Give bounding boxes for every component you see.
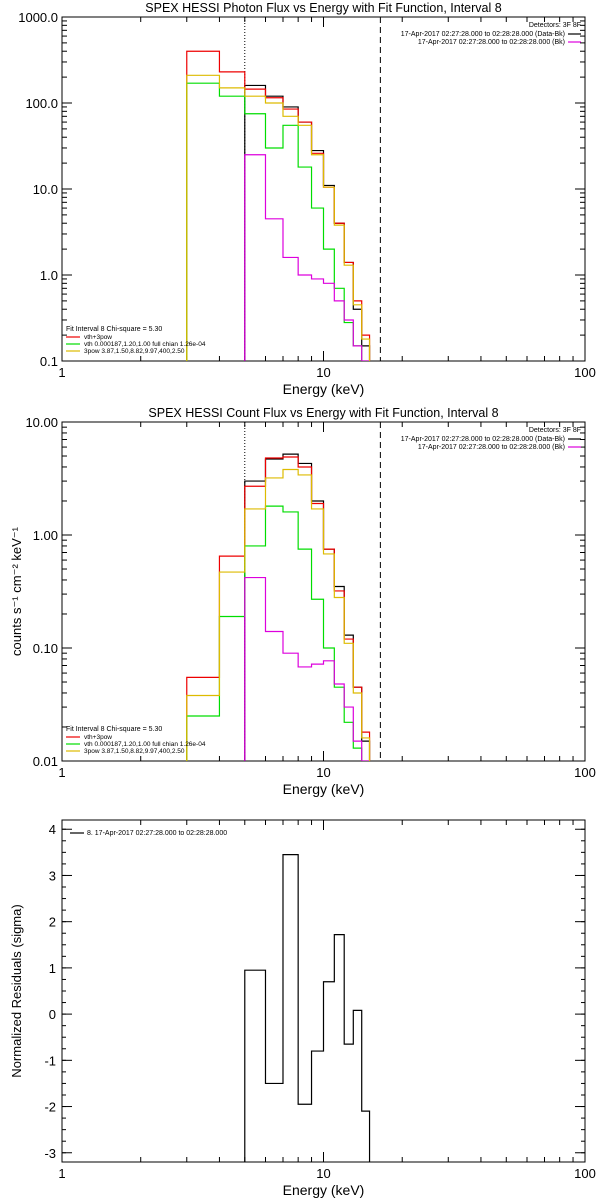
legend-header: Fit Interval 8 Chi-square = 5.30	[66, 326, 162, 333]
y-tick-label: -1	[44, 1053, 56, 1068]
series-line-2	[186, 456, 371, 761]
y-tick-label: 0.1	[40, 354, 58, 369]
y-tick-label: 0.10	[33, 641, 58, 656]
legend-entry: vth+3pow	[84, 334, 112, 341]
y-tick-label: 1000.0	[18, 10, 58, 25]
legend-header: Fit Interval 8 Chi-square = 5.30	[66, 726, 162, 733]
chart-panel-3: 1 10 100 -3 -2 -1 0 1 2 3 4 Energy (keV) Normalized …	[9, 819, 596, 1198]
x-tick-label: 1	[58, 765, 65, 780]
chart-panel-1: 1 10 100 0.1 1.0 10.0 100.0 1000.0 SPEX HESSI Ph…	[18, 1, 596, 397]
x-axis-label: Energy (keV)	[283, 381, 365, 397]
legend-entry: vth+3pow	[84, 734, 112, 741]
legend-entry: 17-Apr-2017 02:27:28.000 to 02:28:28.000…	[401, 436, 565, 443]
chart-title: SPEX HESSI Count Flux vs Energy with Fit…	[148, 406, 498, 420]
y-tick-label: 2	[49, 915, 56, 930]
y-tick-label: 1.00	[33, 528, 58, 543]
x-axis-label: Energy (keV)	[283, 781, 365, 797]
y-tick-label: 100.0	[25, 96, 58, 111]
legend-entry: 17-Apr-2017 02:27:28.000 to 02:28:28.000…	[418, 39, 565, 46]
series-line-2	[186, 50, 371, 361]
chart-title: SPEX HESSI Photon Flux vs Energy with Fi…	[145, 1, 501, 15]
y-tick-label: -2	[44, 1100, 56, 1115]
y-tick-label: 4	[49, 822, 56, 837]
legend-entry: vth 0.000187,1.20,1.00 full chian 1.26e-…	[84, 741, 206, 748]
series-line-1	[244, 84, 371, 361]
x-tick-label: 100	[574, 765, 596, 780]
series-line-4	[244, 576, 371, 761]
y-tick-label: 0.01	[33, 754, 58, 769]
y-tick-label: 0	[49, 1007, 56, 1022]
series-line-5	[186, 468, 371, 761]
y-tick-label: -3	[44, 1146, 56, 1161]
series-line-1	[244, 453, 371, 761]
x-tick-label: 10	[316, 765, 330, 780]
chart-panel-2: 1 10 100 0.01 0.10 1.00 10.00 SPEX HESSI Count …	[9, 406, 596, 797]
x-tick-label: 10	[316, 365, 330, 380]
series-line-5	[186, 74, 371, 361]
y-tick-label: 10.00	[25, 415, 58, 430]
legend-header: Detectors: 3F 8F	[529, 22, 581, 29]
legend-entry: 3pow 3.87,1.50,8.82,9.97,400,2.50	[84, 348, 185, 355]
legend-entry: 8. 17-Apr-2017 02:27:28.000 to 02:28:28.…	[87, 830, 227, 837]
x-tick-label: 1	[58, 1166, 65, 1181]
x-axis-label: Energy (keV)	[283, 1182, 365, 1198]
y-tick-label: 10.0	[33, 182, 58, 197]
y-axis-label: counts s⁻¹ cm⁻² keV⁻¹	[9, 526, 24, 656]
y-tick-label: 1.0	[40, 268, 58, 283]
legend-entry: 3pow 3.87,1.50,8.82,9.97,400,2.50	[84, 748, 185, 755]
x-tick-label: 100	[574, 1166, 596, 1181]
y-tick-label: 3	[49, 868, 56, 883]
series-line-4	[244, 154, 371, 361]
series-line-3	[186, 505, 371, 761]
legend-entry: vth 0.000187,1.20,1.00 full chian 1.26e-…	[84, 341, 206, 348]
series-line-1	[244, 854, 371, 1162]
x-tick-label: 1	[58, 365, 65, 380]
legend-entry: 17-Apr-2017 02:27:28.000 to 02:28:28.000…	[418, 444, 565, 451]
y-axis-label: Normalized Residuals (sigma)	[9, 904, 24, 1077]
legend-entry: 17-Apr-2017 02:27:28.000 to 02:28:28.000…	[401, 31, 565, 38]
plot-frame	[61, 16, 586, 362]
x-tick-label: 100	[574, 365, 596, 380]
legend-header: Detectors: 3F 8F	[529, 427, 581, 434]
plot-frame	[61, 421, 586, 762]
y-tick-label: 1	[49, 961, 56, 976]
x-tick-label: 10	[316, 1166, 330, 1181]
